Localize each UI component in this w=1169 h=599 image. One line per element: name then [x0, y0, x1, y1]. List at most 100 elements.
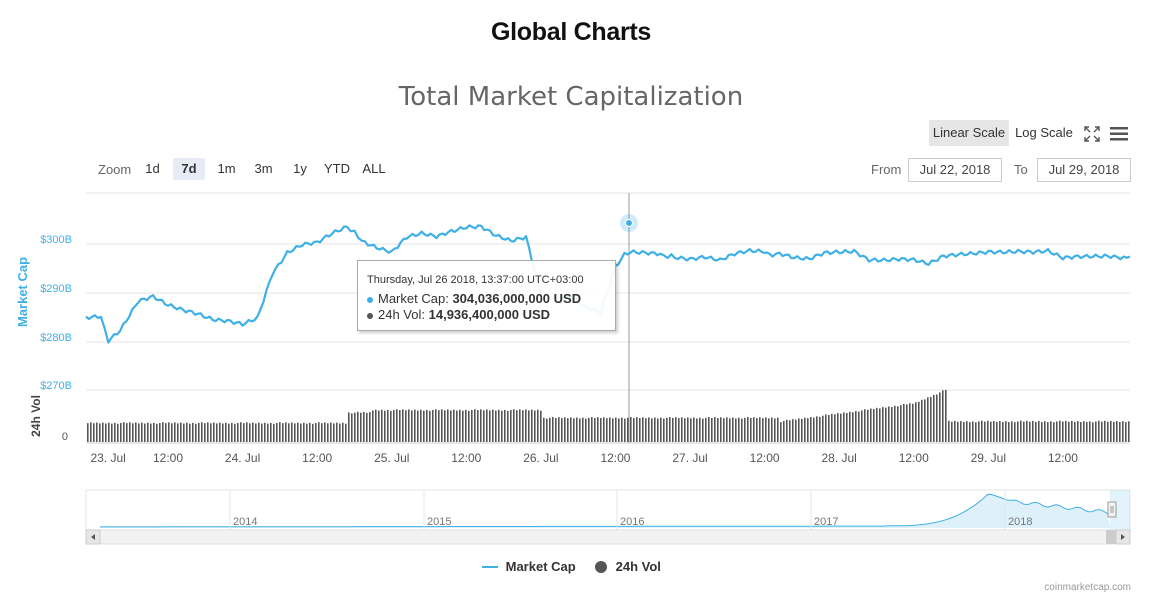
vol-bar [750, 417, 752, 442]
navigator[interactable]: 2014 2015 2016 2017 2018 [85, 489, 1131, 531]
vol-bar [891, 406, 893, 442]
vol-bar [963, 421, 965, 442]
vol-bar [513, 409, 515, 442]
zoom-1y-button[interactable]: 1y [293, 161, 307, 176]
vol-bar [858, 411, 860, 442]
navigator-handle[interactable] [1107, 501, 1117, 518]
vol-bar [783, 420, 785, 442]
to-date-input[interactable]: Jul 29, 2018 [1037, 158, 1131, 182]
vol-bar [102, 422, 104, 442]
vol-bar [576, 417, 578, 442]
vol-bar [486, 409, 488, 442]
vol-bar [924, 399, 926, 442]
vol-bar [597, 417, 599, 442]
vol-bar [447, 409, 449, 442]
vol-bar [897, 406, 899, 442]
zoom-1m-button[interactable]: 1m [217, 161, 236, 176]
from-date-input[interactable]: Jul 22, 2018 [908, 158, 1002, 182]
vol-bar [420, 409, 422, 442]
vol-bar [594, 417, 596, 442]
vol-bar [573, 418, 575, 442]
vol-bar [720, 417, 722, 442]
vol-bar [744, 417, 746, 442]
vol-bar [231, 422, 233, 442]
vol-bar [843, 412, 845, 442]
hamburger-menu-icon[interactable] [1109, 125, 1129, 143]
vol-bar [264, 422, 266, 442]
navigator-year-label: 2014 [233, 516, 257, 528]
vol-bar [918, 401, 920, 442]
vol-bar [1080, 421, 1082, 442]
vol-bar [831, 413, 833, 442]
vol-bar [369, 412, 371, 442]
vol-bar [285, 422, 287, 442]
navigator-year-label: 2016 [620, 516, 644, 528]
vol-bar [399, 410, 401, 442]
vol-bar [543, 417, 545, 442]
credit-link[interactable]: coinmarketcap.com [1044, 582, 1131, 593]
vol-bar [210, 423, 212, 442]
y-tick-label: $280B [40, 332, 72, 344]
vol-bar [246, 422, 248, 442]
vol-bar [942, 390, 944, 442]
vol-bar [108, 422, 110, 442]
vol-bar [111, 423, 113, 442]
vol-bar [462, 410, 464, 442]
vol-bar [306, 423, 308, 442]
vol-bar [816, 416, 818, 442]
vol-bar [351, 413, 353, 442]
vol-bar [834, 414, 836, 442]
zoom-ytd-button[interactable]: YTD [324, 161, 350, 176]
zoom-1d-button[interactable]: 1d [145, 161, 160, 176]
vol-bar [837, 413, 839, 442]
vol-bar [969, 422, 971, 442]
y-tick-label: $290B [40, 283, 72, 295]
vol-bar [738, 417, 740, 442]
vol-bar [1029, 421, 1031, 442]
vol-bar [204, 423, 206, 442]
log-scale-button[interactable]: Log Scale [1015, 125, 1073, 140]
legend-label-market-cap: Market Cap [505, 559, 576, 575]
vol-bar [303, 422, 305, 442]
vol-bar [849, 411, 851, 442]
fullscreen-icon[interactable] [1083, 125, 1101, 143]
legend-item-market-cap[interactable]: Market Cap [482, 558, 576, 574]
vol-bar [468, 410, 470, 442]
scrollbar-thumb[interactable] [1106, 530, 1116, 544]
vol-bar [1056, 421, 1058, 442]
vol-bar [702, 418, 704, 442]
vol-bar [432, 410, 434, 442]
vol-bar [888, 406, 890, 442]
zoom-3m-button[interactable]: 3m [254, 161, 273, 176]
zoom-all-button[interactable]: ALL [362, 161, 386, 176]
vol-bar [813, 417, 815, 442]
vol-bar [828, 415, 830, 442]
vol-bar [1047, 422, 1049, 442]
vol-bar [198, 423, 200, 442]
vol-bar [1026, 420, 1028, 442]
vol-bar [603, 417, 605, 442]
vol-bar [1071, 420, 1073, 442]
x-tick-label: 25. Jul [374, 451, 409, 465]
vol-bar [150, 423, 152, 442]
tooltip-vol-row: 24h Vol: 14,936,400,000 USD [367, 307, 550, 322]
vol-bar [681, 417, 683, 442]
vol-bar [222, 423, 224, 442]
linear-scale-button[interactable]: Linear Scale [929, 120, 1009, 146]
zoom-7d-button[interactable]: 7d [173, 158, 205, 180]
vol-bar [381, 409, 383, 442]
vol-bar [780, 422, 782, 442]
navigator-year-label: 2018 [1008, 516, 1032, 528]
tooltip-header: Thursday, Jul 26 2018, 13:37:00 UTC+03:0… [367, 274, 584, 286]
vol-bar [507, 410, 509, 442]
vol-bar [300, 423, 302, 442]
vol-bar [267, 423, 269, 442]
vol-bar [372, 410, 374, 442]
scrollbar[interactable] [85, 529, 1131, 545]
vol-bar [207, 422, 209, 442]
vol-bar [945, 390, 947, 442]
legend-item-24h-vol[interactable]: 24h Vol [594, 558, 661, 574]
vol-bar [396, 409, 398, 442]
vol-bar [618, 418, 620, 442]
vol-bar [201, 422, 203, 442]
